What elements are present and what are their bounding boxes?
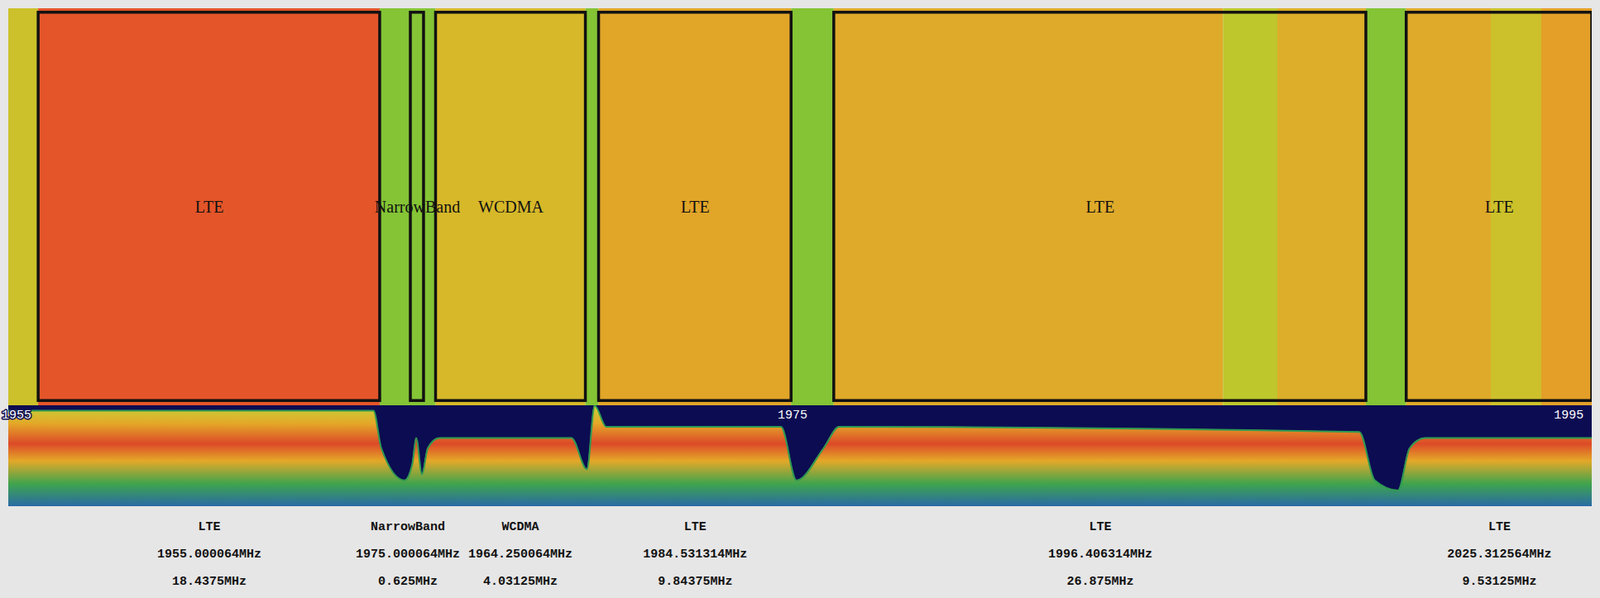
svg-text:LTE: LTE: [195, 197, 225, 216]
svg-text:WCDMA: WCDMA: [478, 197, 544, 216]
svg-text:1975: 1975: [777, 408, 808, 423]
svg-text:LTE: LTE: [1085, 197, 1115, 216]
svg-text:LTE1996.406314MHz26.875MHz: LTE1996.406314MHz26.875MHz: [1048, 520, 1153, 590]
svg-text:LTE1984.531314MHz9.84375MHz: LTE1984.531314MHz9.84375MHz: [642, 520, 748, 590]
svg-text:WCDMA1964.250064MHz4.03125MHz: WCDMA1964.250064MHz4.03125MHz: [468, 520, 573, 590]
svg-text:LTE: LTE: [1485, 197, 1514, 216]
svg-text:LTE2025.312564MHz9.53125MHz: LTE2025.312564MHz9.53125MHz: [1446, 520, 1552, 590]
svg-text:1995: 1995: [1553, 408, 1584, 423]
svg-text:NarrowBand: NarrowBand: [374, 197, 460, 216]
svg-text:1955: 1955: [1, 408, 32, 423]
svg-text:LTE1955.000064MHz18.4375MHz: LTE1955.000064MHz18.4375MHz: [157, 520, 262, 590]
svg-text:LTE: LTE: [680, 197, 710, 216]
svg-text:NarrowBand1975.000064MHz0.625M: NarrowBand1975.000064MHz0.625MHz: [355, 520, 460, 590]
